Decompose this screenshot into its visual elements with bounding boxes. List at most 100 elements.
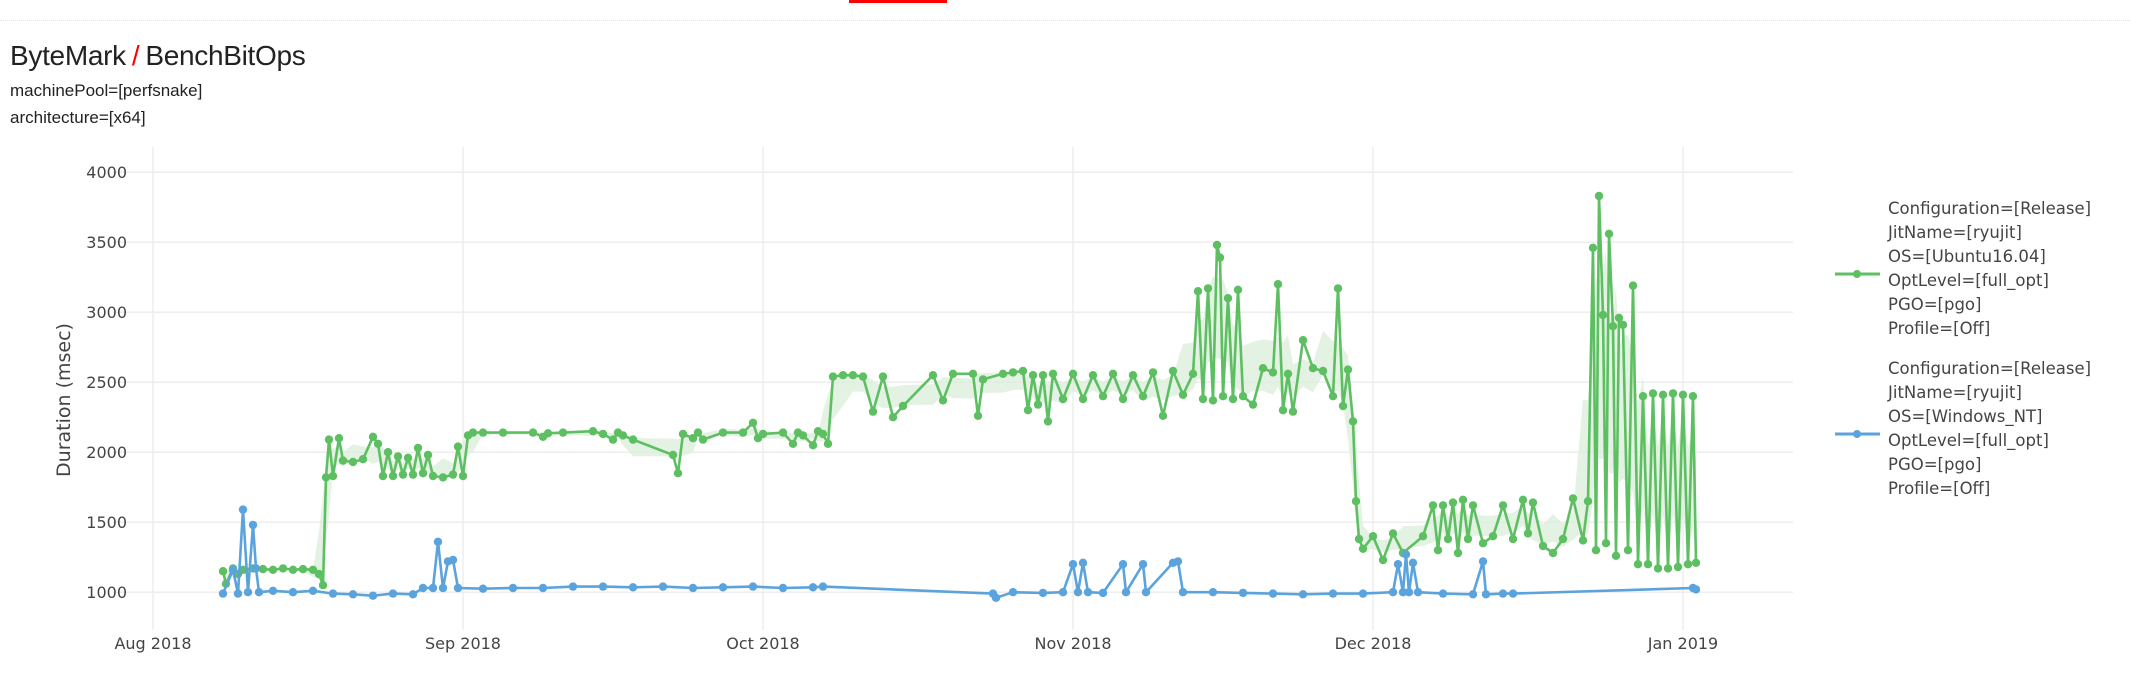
data-point[interactable] <box>568 582 578 591</box>
data-point[interactable] <box>1333 284 1343 293</box>
data-point[interactable] <box>268 586 278 595</box>
data-point[interactable] <box>388 589 398 598</box>
data-point[interactable] <box>1208 588 1218 597</box>
data-point[interactable] <box>1228 394 1238 404</box>
data-point[interactable] <box>938 396 948 405</box>
data-point[interactable] <box>1328 589 1338 598</box>
data-point[interactable] <box>948 369 958 378</box>
data-point[interactable] <box>478 584 488 593</box>
data-point[interactable] <box>1288 407 1298 416</box>
data-point[interactable] <box>1141 588 1151 597</box>
data-point[interactable] <box>334 434 344 443</box>
data-point[interactable] <box>413 443 423 453</box>
data-point[interactable] <box>428 471 438 481</box>
data-point[interactable] <box>1663 564 1673 573</box>
data-point[interactable] <box>393 452 403 461</box>
data-point[interactable] <box>1404 588 1414 597</box>
data-point[interactable] <box>1233 285 1243 294</box>
data-point[interactable] <box>1008 588 1018 597</box>
data-point[interactable] <box>1578 536 1588 545</box>
data-point[interactable] <box>1688 392 1698 401</box>
data-point[interactable] <box>1388 588 1398 597</box>
data-point[interactable] <box>968 369 978 378</box>
data-point[interactable] <box>858 372 868 381</box>
data-point[interactable] <box>1028 371 1038 380</box>
data-point[interactable] <box>838 371 848 380</box>
data-point[interactable] <box>324 435 334 444</box>
data-point[interactable] <box>1178 390 1188 399</box>
data-point[interactable] <box>328 471 338 481</box>
data-point[interactable] <box>1318 366 1328 376</box>
data-point[interactable] <box>668 450 678 460</box>
data-point[interactable] <box>288 588 298 597</box>
data-point[interactable] <box>1128 371 1138 380</box>
data-point[interactable] <box>1468 501 1478 510</box>
data-point[interactable] <box>433 537 443 546</box>
data-point[interactable] <box>1208 396 1218 405</box>
data-point[interactable] <box>1168 366 1178 376</box>
data-point[interactable] <box>778 428 788 437</box>
data-point[interactable] <box>978 375 988 384</box>
data-point[interactable] <box>778 583 788 593</box>
legend-item-1[interactable]: Configuration=[Release] JitName=[ryujit] O… <box>1835 359 2091 498</box>
data-point[interactable] <box>1328 392 1338 401</box>
data-point[interactable] <box>898 401 908 411</box>
data-point[interactable] <box>418 469 428 478</box>
data-point[interactable] <box>1308 364 1318 373</box>
data-point[interactable] <box>1628 281 1638 290</box>
data-point[interactable] <box>408 590 418 599</box>
data-point[interactable] <box>1401 550 1411 559</box>
data-point[interactable] <box>1248 400 1258 409</box>
data-point[interactable] <box>1258 364 1268 373</box>
data-point[interactable] <box>243 588 253 597</box>
data-point[interactable] <box>973 411 983 420</box>
data-point[interactable] <box>1058 588 1068 597</box>
data-point[interactable] <box>308 586 318 595</box>
data-point[interactable] <box>1538 541 1548 551</box>
data-point[interactable] <box>1068 560 1078 569</box>
data-point[interactable] <box>628 435 638 444</box>
data-point[interactable] <box>508 583 518 593</box>
data-point[interactable] <box>608 435 618 444</box>
data-point[interactable] <box>1558 534 1568 544</box>
data-point[interactable] <box>348 457 358 467</box>
data-point[interactable] <box>758 429 768 439</box>
data-point[interactable] <box>878 372 888 381</box>
data-point[interactable] <box>1481 590 1491 599</box>
data-point[interactable] <box>1623 546 1633 555</box>
data-point[interactable] <box>448 555 458 565</box>
data-point[interactable] <box>543 429 553 438</box>
data-point[interactable] <box>1108 369 1118 378</box>
data-point[interactable] <box>1608 322 1618 331</box>
data-point[interactable] <box>1198 394 1208 404</box>
data-point[interactable] <box>673 469 683 478</box>
data-point[interactable] <box>558 428 568 437</box>
data-point[interactable] <box>598 429 608 439</box>
data-point[interactable] <box>1083 588 1093 597</box>
data-point[interactable] <box>1418 532 1428 541</box>
data-point[interactable] <box>1583 497 1593 506</box>
data-point[interactable] <box>1078 558 1088 567</box>
data-point[interactable] <box>1604 229 1614 238</box>
data-point[interactable] <box>1283 369 1293 378</box>
data-point[interactable] <box>1048 369 1058 378</box>
data-point[interactable] <box>1378 555 1388 565</box>
data-point[interactable] <box>368 591 378 600</box>
data-point[interactable] <box>1611 551 1621 560</box>
data-point[interactable] <box>233 589 243 598</box>
data-point[interactable] <box>738 428 748 437</box>
data-point[interactable] <box>698 435 708 444</box>
data-point[interactable] <box>693 428 703 437</box>
data-point[interactable] <box>1691 585 1701 594</box>
data-point[interactable] <box>1518 495 1528 504</box>
data-point[interactable] <box>218 567 228 576</box>
data-point[interactable] <box>278 564 288 573</box>
data-point[interactable] <box>1691 558 1701 567</box>
data-point[interactable] <box>1268 589 1278 598</box>
data-point[interactable] <box>1098 392 1108 401</box>
data-point[interactable] <box>788 439 798 448</box>
data-point[interactable] <box>808 441 818 450</box>
data-point[interactable] <box>1648 389 1658 398</box>
data-point[interactable] <box>1458 495 1468 504</box>
data-point[interactable] <box>1203 284 1213 293</box>
